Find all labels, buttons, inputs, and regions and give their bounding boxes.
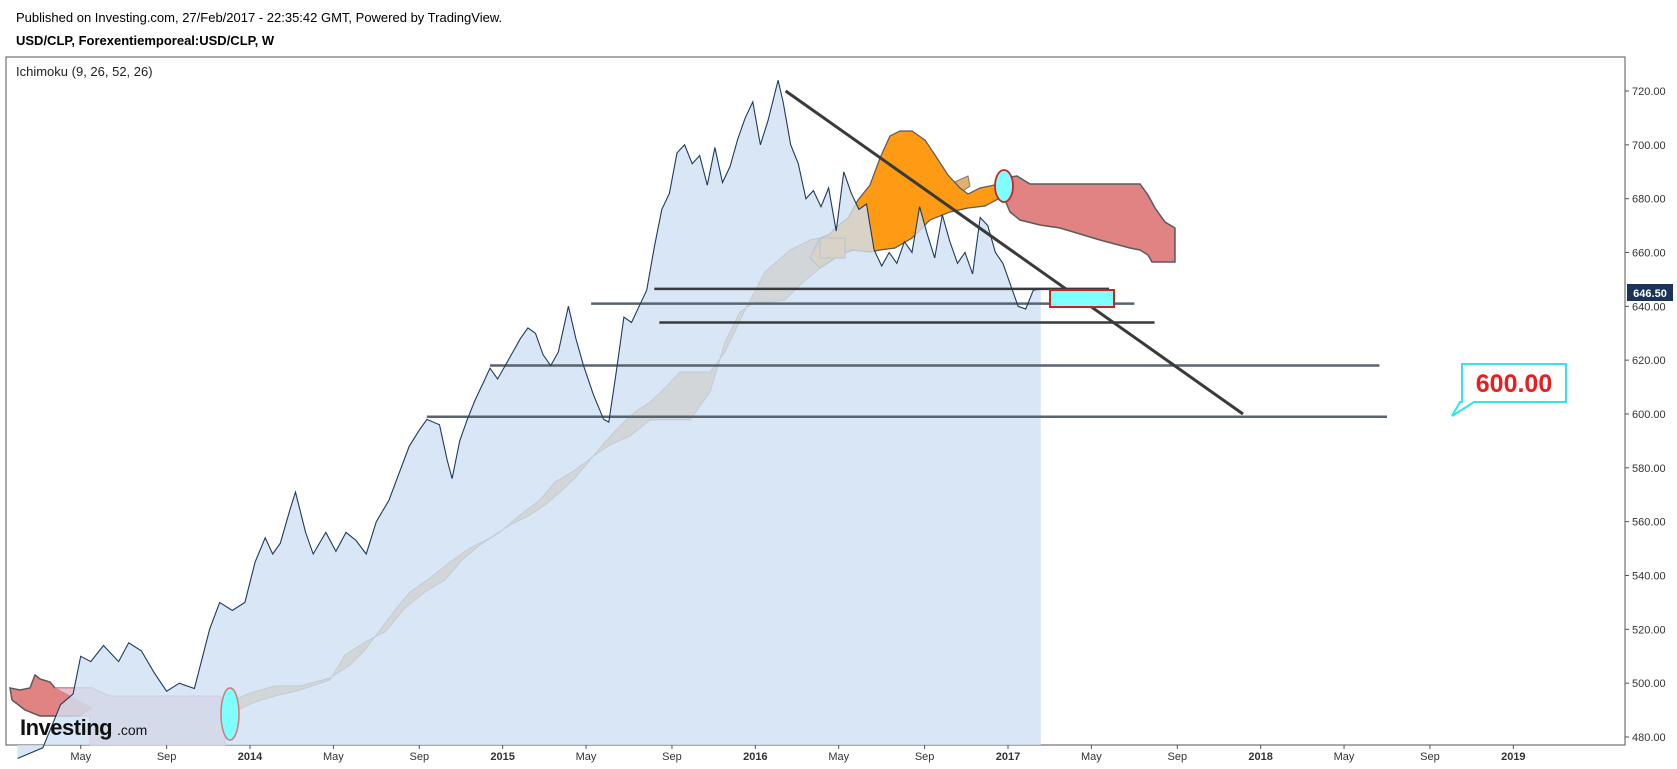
y-axis: 720.00 700.00 680.00 660.00 640.00 620.00 600.…	[1625, 86, 1666, 744]
x-tick-label: May	[828, 751, 849, 763]
x-tick-label: 2016	[743, 751, 767, 763]
x-tick-label: 2015	[490, 751, 514, 763]
symbol-header: USD/CLP, Forexentiemporeal:USD/CLP, W	[16, 33, 275, 48]
x-tick-label: May	[1334, 751, 1355, 763]
logo-main: Investing	[20, 715, 112, 740]
y-tick-label: 480.00	[1632, 732, 1666, 744]
x-tick-label: 2018	[1248, 751, 1272, 763]
published-header: Published on Investing.com, 27/Feb/2017 …	[16, 10, 503, 25]
y-tick-label: 700.00	[1632, 140, 1666, 152]
y-tick-label: 640.00	[1632, 301, 1666, 313]
x-tick-label: Sep	[915, 751, 935, 763]
last-price-label: 646.50	[1633, 288, 1667, 300]
y-tick-label: 600.00	[1632, 409, 1666, 421]
price-area	[17, 80, 1041, 759]
trendline	[784, 89, 1244, 416]
y-tick-label: 580.00	[1632, 463, 1666, 475]
y-tick-label: 520.00	[1632, 624, 1666, 636]
indicator-label: Ichimoku (9, 26, 52, 26)	[16, 64, 153, 79]
price-line	[17, 80, 1041, 760]
x-tick-label: Sep	[157, 751, 177, 763]
cyan-marker-left	[220, 687, 240, 741]
x-tick-label: Sep	[1167, 751, 1187, 763]
investing-logo: Investing .com	[20, 715, 147, 740]
cyan-target-box	[1049, 289, 1115, 308]
x-tick-label: Sep	[662, 751, 682, 763]
x-tick-label: 2019	[1501, 751, 1525, 763]
y-tick-label: 720.00	[1632, 86, 1666, 98]
logo-suffix: .com	[117, 722, 147, 738]
x-tick-label: May	[70, 751, 91, 763]
cyan-marker-right	[994, 169, 1014, 203]
last-price-badge	[1627, 284, 1673, 301]
target-callout: 600.00	[1451, 363, 1567, 417]
y-tick-label: 660.00	[1632, 248, 1666, 260]
callout-box	[1451, 363, 1567, 417]
x-tick-label: 2014	[238, 751, 263, 763]
x-tick-label: May	[1081, 751, 1102, 763]
x-tick-label: May	[576, 751, 597, 763]
x-axis: May Sep 2014 May Sep 2015 May Sep 2016 May Sep 2017…	[70, 745, 1526, 763]
y-tick-label: 540.00	[1632, 571, 1666, 583]
y-tick-label: 620.00	[1632, 355, 1666, 367]
x-tick-label: 2017	[996, 751, 1020, 763]
callout-label: 600.00	[1476, 370, 1552, 398]
x-tick-label: Sep	[409, 751, 429, 763]
support-levels	[426, 287, 1387, 418]
x-tick-label: May	[323, 751, 344, 763]
y-tick-label: 500.00	[1632, 678, 1666, 690]
y-tick-label: 680.00	[1632, 194, 1666, 206]
cloud-bear-future	[1004, 175, 1176, 263]
y-tick-label: 560.00	[1632, 517, 1666, 529]
x-tick-label: Sep	[1420, 751, 1440, 763]
